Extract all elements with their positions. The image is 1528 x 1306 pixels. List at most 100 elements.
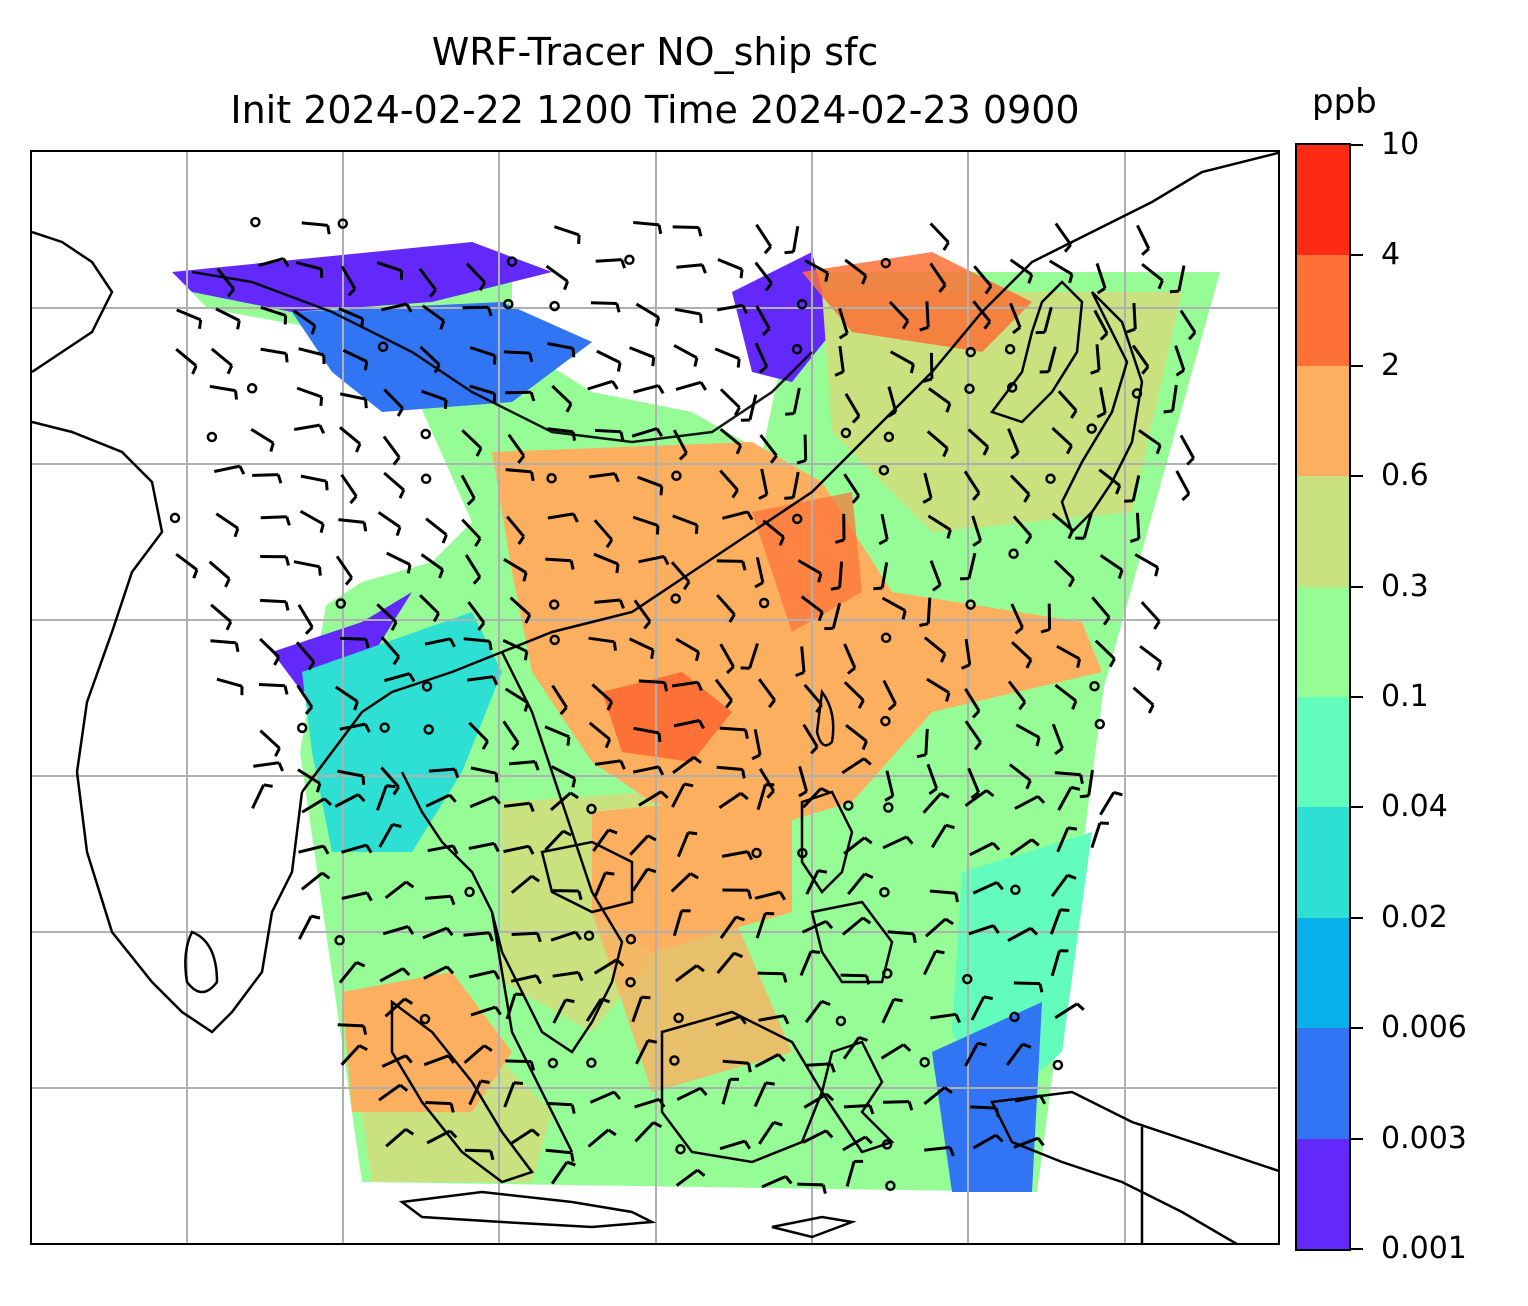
wind-barb-flag — [662, 555, 670, 566]
colorbar-tick-label: 0.006 — [1381, 1010, 1467, 1046]
wind-barb-staff — [210, 639, 237, 645]
wind-barb-flag — [991, 842, 1001, 851]
wind-barb-staff — [378, 1083, 402, 1102]
wind-barb-staff — [761, 1175, 787, 1189]
wind-barb-flag — [810, 745, 819, 755]
wind-barb-staff — [551, 384, 573, 405]
wind-barb-flag — [1163, 409, 1173, 414]
wind-barb-staff — [258, 257, 284, 267]
wind-barb-staff — [841, 757, 865, 775]
wind-barb-flag — [477, 621, 486, 631]
wind-barb-staff — [880, 562, 889, 589]
colorbar-tick-mark — [1351, 1137, 1363, 1140]
wind-barb-staff — [293, 560, 320, 569]
wind-barb-staff — [1054, 222, 1073, 246]
calm-wind-marker — [879, 886, 890, 898]
wind-barb-flag — [902, 1043, 912, 1052]
wind-barb-staff — [721, 1078, 732, 1105]
wind-barb-flag — [768, 699, 776, 709]
map-panel — [30, 150, 1280, 1245]
wind-barb-staff — [463, 1044, 486, 1064]
wind-barb-staff — [758, 1121, 775, 1145]
wind-barb-staff — [383, 471, 405, 492]
wind-barb-staff — [503, 350, 530, 355]
wind-barb-flag — [565, 403, 573, 413]
wind-barb-staff — [338, 961, 358, 984]
calm-wind-marker — [751, 847, 762, 859]
colorbar-segment — [1297, 255, 1349, 366]
coastline-malay-peninsula — [490, 911, 574, 1153]
wind-barb-staff — [461, 518, 482, 540]
wind-barb-staff — [1015, 723, 1040, 739]
wind-barb-staff — [719, 469, 739, 491]
wind-barb-flag — [358, 1044, 368, 1052]
wind-barb-staff — [215, 512, 239, 530]
wind-barb-staff — [721, 850, 748, 858]
wind-barb-staff — [340, 473, 358, 498]
wind-barb-flag — [577, 234, 581, 244]
wind-barb-flag — [1063, 243, 1072, 253]
wind-barb-flag — [739, 1015, 747, 1025]
wind-barb-flag — [735, 444, 743, 455]
wind-barb-staff — [1082, 512, 1093, 539]
wind-barb-flag — [1117, 569, 1124, 579]
wind-barb-flag — [613, 473, 620, 483]
wind-barb-staff — [1043, 306, 1053, 333]
wind-barb-staff — [719, 388, 741, 409]
wind-barb-staff — [338, 426, 361, 445]
colorbar-tick-mark — [1351, 364, 1363, 367]
wind-barb-staff — [508, 760, 536, 766]
wind-barb-flag — [694, 524, 699, 535]
colorbar-tick-label: 2 — [1381, 347, 1401, 383]
wind-barb-flag — [647, 834, 657, 842]
wind-barb-flag — [865, 975, 871, 985]
wind-barb-staff — [1136, 224, 1151, 250]
wind-barb-flag — [574, 931, 583, 941]
wind-barb-staff — [587, 1128, 610, 1148]
wind-barb-staff — [675, 964, 698, 983]
wind-barb-flag — [773, 1120, 783, 1127]
calm-wind-marker — [1089, 680, 1100, 692]
wind-barb-flag — [315, 783, 322, 793]
wind-barb-staff — [1174, 345, 1186, 371]
wind-barb-staff — [805, 869, 820, 895]
wind-barb-flag — [607, 1128, 617, 1137]
calm-wind-marker — [885, 1180, 896, 1192]
wind-barb-flag — [238, 465, 246, 475]
wind-barb-staff — [791, 471, 800, 498]
wind-barb-staff — [1099, 791, 1116, 816]
field-olive-northeast — [822, 292, 1182, 532]
coastlines — [32, 152, 1278, 1243]
wind-barb-staff — [1054, 771, 1081, 777]
wind-barb-flag — [399, 270, 404, 280]
calm-wind-marker — [1004, 343, 1016, 355]
wind-barb-flag — [284, 601, 290, 611]
wind-barb-flag — [733, 951, 744, 959]
wind-barb-flag — [227, 288, 235, 298]
wind-barb-staff — [929, 222, 950, 244]
wind-barb-flag — [480, 1079, 490, 1084]
wind-barb-staff — [972, 881, 998, 895]
calm-wind-marker — [296, 722, 308, 734]
wind-barb-staff — [509, 596, 531, 617]
wind-barb-staff — [340, 265, 357, 290]
wind-barb-flag — [307, 661, 316, 671]
wind-barb-staff — [386, 551, 411, 566]
wind-barb-flag — [530, 874, 541, 883]
wind-barb-flag — [449, 638, 456, 648]
wind-barb-staff — [209, 384, 236, 393]
wind-barb-flag — [942, 241, 950, 251]
colorbar-segment — [1297, 145, 1349, 256]
wind-barb-flag — [821, 1184, 827, 1194]
wind-barb-staff — [427, 844, 454, 853]
wind-barb-staff — [967, 552, 977, 579]
wind-barb-staff — [467, 675, 494, 682]
wind-barb-flag — [641, 995, 651, 1000]
wind-barb-flag — [798, 790, 808, 798]
wind-barb-staff — [671, 783, 686, 808]
wind-barb-staff — [719, 643, 735, 668]
wind-barb-staff — [428, 767, 455, 773]
wind-barb-staff — [593, 872, 607, 898]
wind-barb-flag — [1038, 983, 1044, 993]
wind-barb-flag — [1157, 279, 1164, 290]
